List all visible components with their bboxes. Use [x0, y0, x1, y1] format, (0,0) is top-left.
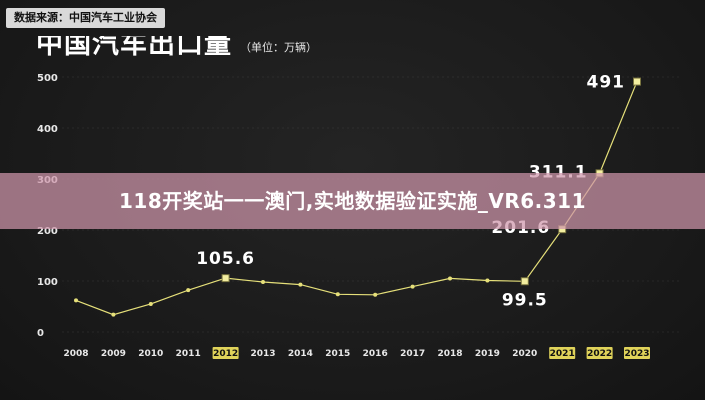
x-tick-highlight — [624, 347, 650, 359]
x-tick-label: 2011 — [176, 349, 201, 359]
data-label: 105.6 — [196, 249, 255, 269]
data-label: 491 — [587, 73, 626, 93]
y-tick-label: 0 — [37, 328, 44, 339]
x-tick-label: 2010 — [138, 349, 163, 359]
data-point — [448, 276, 452, 281]
x-tick-label: 2021 — [550, 349, 575, 359]
x-tick-highlight — [586, 347, 613, 359]
data-point — [186, 288, 191, 293]
x-tick-label: 2020 — [512, 349, 537, 359]
chart-heading: 中国汽车出口量 — [36, 29, 232, 60]
data-point-highlight — [221, 274, 230, 283]
y-tick-label: 500 — [37, 73, 58, 84]
data-source-label: 数据来源：中国汽车工业协会 — [6, 8, 165, 28]
x-tick-label: 2009 — [101, 349, 126, 359]
x-tick-label: 2012 — [213, 349, 238, 359]
y-tick-label: 100 — [37, 277, 58, 288]
x-tick-label: 2014 — [288, 349, 313, 359]
data-point — [485, 278, 490, 283]
x-tick-highlight — [549, 347, 576, 359]
x-tick-highlight — [212, 347, 239, 359]
banner-text: 118开奖站一一澳门,实地数据验证实施_VR6.311 — [119, 189, 586, 213]
y-tick-label: 200 — [37, 226, 58, 237]
data-point — [410, 284, 415, 289]
data-point-highlight — [520, 277, 529, 286]
x-tick-label: 2008 — [63, 349, 88, 359]
data-point — [111, 312, 116, 317]
data-point — [261, 280, 265, 285]
x-tick-label: 2016 — [363, 349, 388, 359]
x-tick-label: 2013 — [250, 349, 275, 359]
data-label: 99.5 — [502, 290, 548, 310]
series-line-layer — [75, 81, 638, 316]
x-tick-label: 2017 — [400, 349, 425, 359]
series-line — [75, 81, 638, 316]
data-point — [335, 292, 340, 297]
data-point — [148, 301, 153, 306]
x-tick-label: 2023 — [624, 349, 649, 359]
x-tick-label: 2018 — [437, 349, 462, 359]
data-point — [373, 292, 378, 297]
unit-label: （单位：万辆） — [240, 41, 317, 54]
x-tick-label: 2019 — [475, 349, 500, 359]
x-tick-label: 2015 — [325, 349, 350, 359]
data-point — [298, 282, 303, 287]
data-point — [74, 298, 78, 303]
x-tick-label: 2022 — [587, 349, 612, 359]
y-tick-label: 400 — [37, 124, 58, 135]
data-point-highlight — [633, 77, 641, 86]
overlay-banner: 118开奖站一一澳门,实地数据验证实施_VR6.311 — [0, 173, 705, 229]
x-axis-ticks: 2008 2009 2010 2011 2012 2013 2014 2015 2016 2017… — [63, 347, 650, 359]
